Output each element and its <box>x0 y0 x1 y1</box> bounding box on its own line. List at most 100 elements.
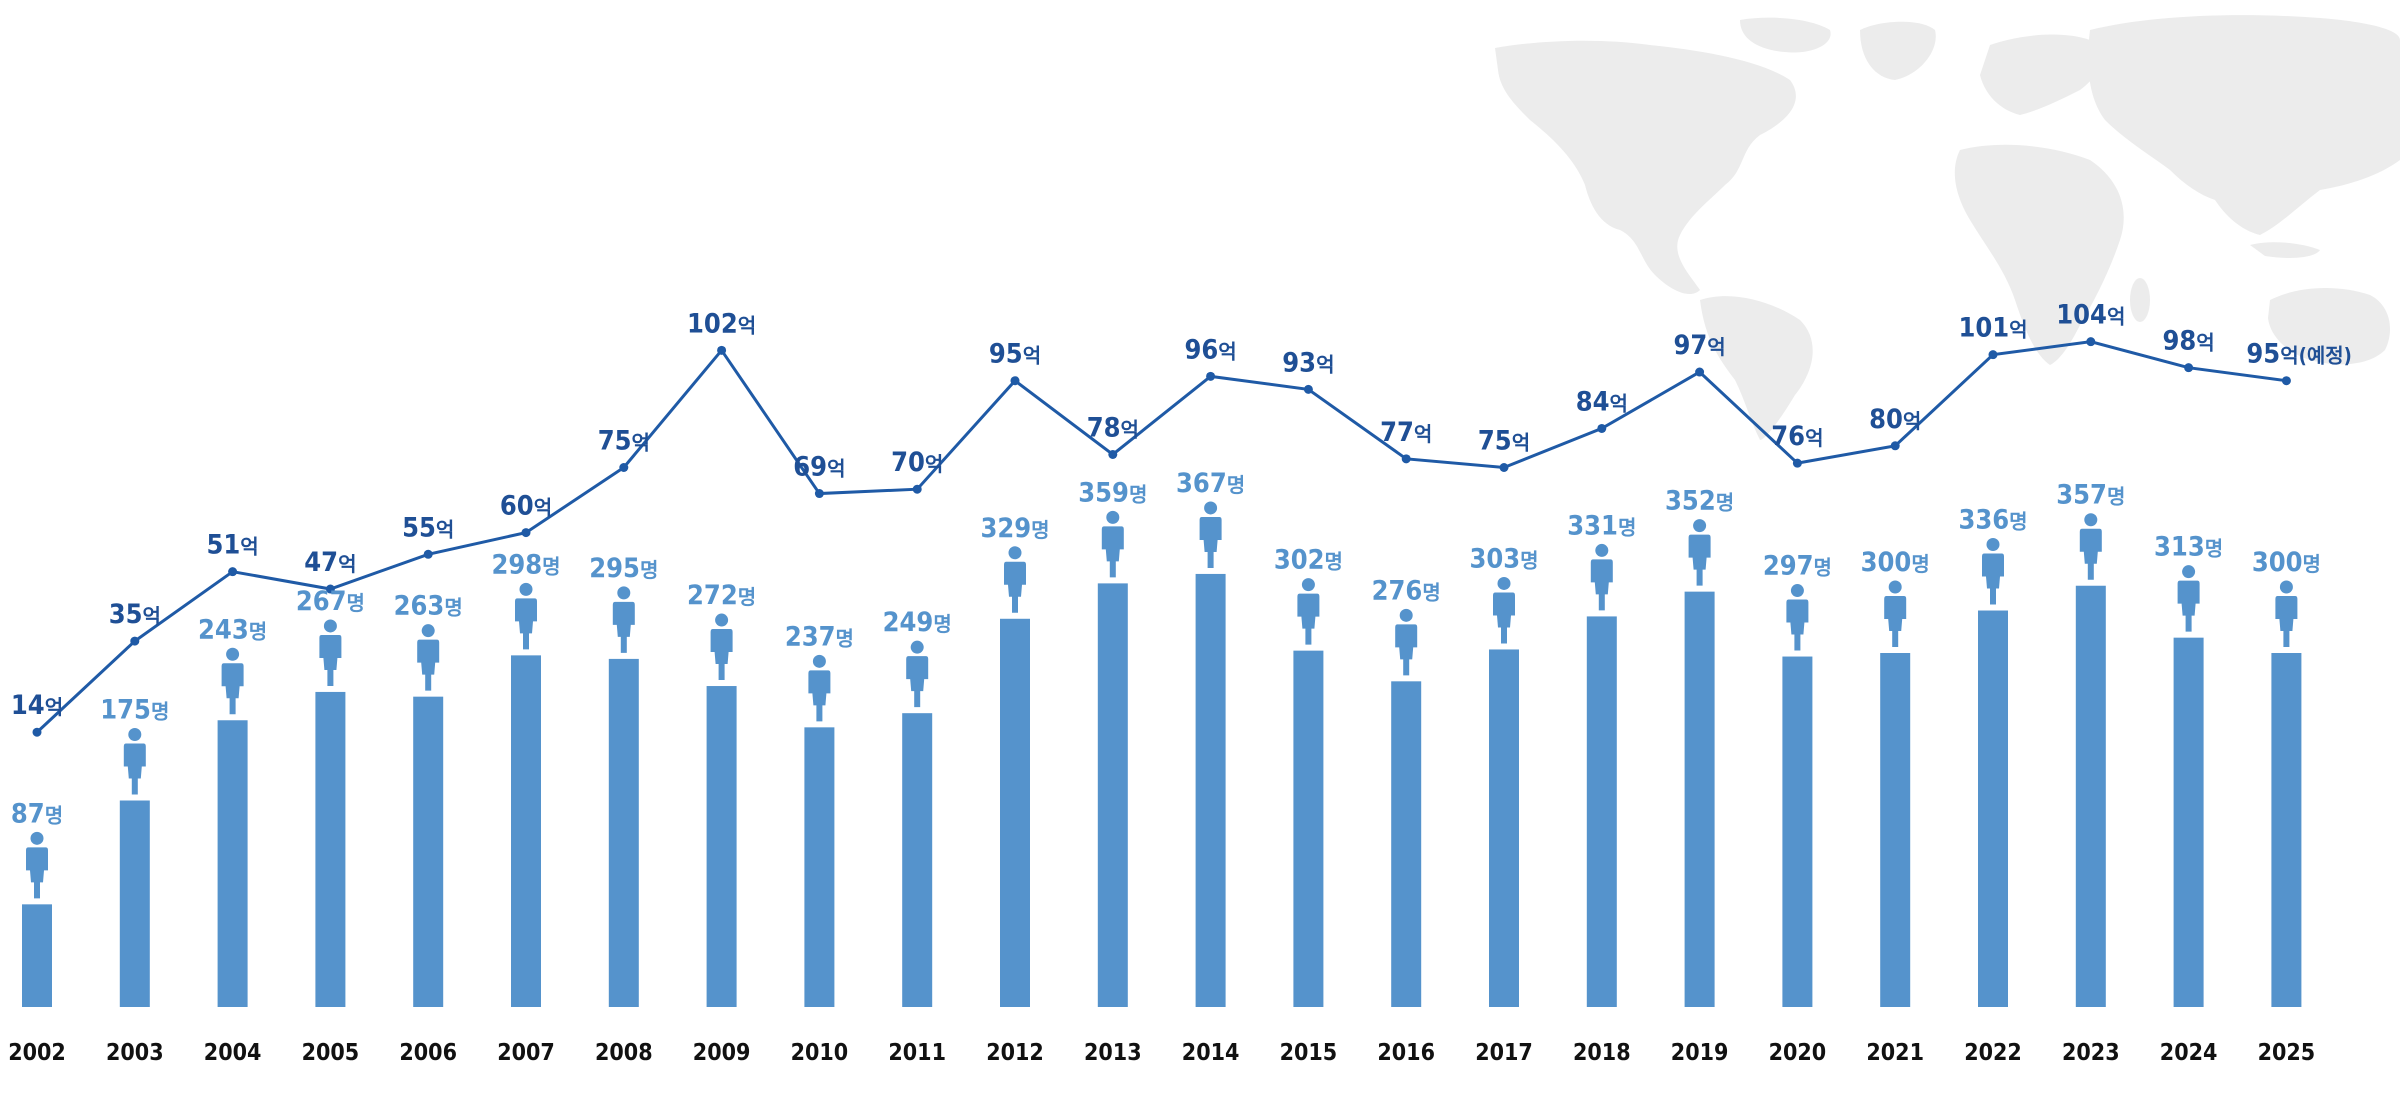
tick-2017: 2017 <box>1475 1040 1533 1066</box>
line-label-2013: 78억 <box>1087 412 1139 443</box>
line-label-2020: 76억 <box>1771 421 1823 452</box>
bar-2004 <box>217 720 248 1007</box>
tick-2018: 2018 <box>1573 1040 1631 1066</box>
bar-2010 <box>804 727 835 1007</box>
bar-2022 <box>1978 610 2008 1007</box>
line-point-2004 <box>228 567 238 577</box>
person-icon <box>1493 576 1515 644</box>
tick-2008: 2008 <box>595 1040 653 1066</box>
person-icon <box>1395 608 1418 676</box>
person-icon <box>1884 580 1907 647</box>
bar-label-2005: 267명 <box>296 586 365 617</box>
bar-label-2004: 243명 <box>198 614 267 645</box>
person-icon <box>1199 501 1222 568</box>
tick-2010: 2010 <box>791 1040 849 1066</box>
bar-2003 <box>119 800 150 1007</box>
line-point-2008 <box>619 463 629 472</box>
bar-2011 <box>902 713 933 1007</box>
bar-labels: 87명 175명 243명 267명 263명 298명 295명 272명 237명 249명 3… <box>11 468 2321 829</box>
tick-2014: 2014 <box>1182 1040 1240 1066</box>
line-label-2019: 97억 <box>1673 330 1725 361</box>
bar-2025 <box>2271 653 2302 1007</box>
tick-2003: 2003 <box>106 1040 164 1066</box>
line-point-2024 <box>2184 363 2194 373</box>
line-point-2017 <box>1499 463 1509 472</box>
tick-2023: 2023 <box>2062 1040 2120 1066</box>
line-point-2021 <box>1890 441 1900 451</box>
bar-2002 <box>22 904 52 1007</box>
line-point-2020 <box>1792 458 1802 468</box>
tick-2020: 2020 <box>1769 1040 1827 1066</box>
bar-2015 <box>1293 650 1324 1007</box>
bar-label-2002: 87명 <box>11 798 63 829</box>
bar-label-2015: 302명 <box>1274 545 1343 576</box>
person-icon <box>1004 546 1026 613</box>
line-label-2014: 96억 <box>1184 334 1236 365</box>
bar-2014 <box>1195 573 1226 1007</box>
tick-2009: 2009 <box>693 1040 751 1066</box>
bar-2017 <box>1489 649 1519 1007</box>
bar-label-2022: 336명 <box>1958 505 2027 536</box>
bar-2006 <box>413 696 444 1007</box>
line-point-2010 <box>814 489 824 499</box>
tick-2007: 2007 <box>497 1040 555 1066</box>
tick-2012: 2012 <box>986 1040 1044 1066</box>
line-label-2007: 60억 <box>500 491 552 522</box>
bar-2023 <box>2075 585 2106 1007</box>
tick-2022: 2022 <box>1964 1040 2022 1066</box>
line-label-2022: 101억 <box>1958 313 2027 344</box>
line-label-2010: 69억 <box>793 452 845 483</box>
bar-2020 <box>1782 656 1813 1007</box>
line-label-2015: 93억 <box>1282 347 1334 378</box>
line-label-2018: 84억 <box>1576 386 1628 417</box>
bar-2021 <box>1880 653 1911 1007</box>
bar-2018 <box>1586 616 1617 1007</box>
person-icon <box>417 624 440 691</box>
person-icon <box>26 831 48 899</box>
line-series <box>32 337 2291 737</box>
line-point-2011 <box>912 484 922 494</box>
person-icon <box>1688 519 1711 586</box>
bar-label-2023: 357명 <box>2056 480 2125 511</box>
tick-2025: 2025 <box>2258 1040 2316 1066</box>
person-icon <box>1101 510 1124 578</box>
person-icon <box>808 654 831 722</box>
x-axis-ticks: 2002 2003 2004 2005 2006 2007 2008 2009 2010 2011… <box>8 1040 2315 1066</box>
line-point-2006 <box>423 549 433 559</box>
bar-label-2021: 300명 <box>1861 547 1930 578</box>
person-icon <box>1297 578 1320 645</box>
bar-2007 <box>511 655 541 1007</box>
line-point-2013 <box>1108 449 1118 459</box>
bar-label-2011: 249명 <box>883 607 952 638</box>
bar-series <box>22 573 2302 1007</box>
line-label-2008: 75억 <box>598 426 650 457</box>
line-point-2022 <box>1988 350 1998 360</box>
tick-2006: 2006 <box>399 1040 457 1066</box>
bar-label-2006: 263명 <box>394 591 463 622</box>
line-point-2009 <box>717 345 727 355</box>
bar-label-2017: 303명 <box>1469 543 1538 574</box>
amount-line <box>35 340 2287 734</box>
bar-label-2020: 297명 <box>1763 551 1832 582</box>
line-label-2025: 95억(예정) <box>2246 339 2351 370</box>
person-icon <box>710 613 733 681</box>
tick-2013: 2013 <box>1084 1040 1142 1066</box>
line-label-2011: 70억 <box>891 447 943 478</box>
line-point-2018 <box>1597 423 1607 433</box>
bar-label-2014: 367명 <box>1176 468 1245 499</box>
tick-2024: 2024 <box>2160 1040 2218 1066</box>
bar-label-2007: 298명 <box>491 549 560 580</box>
world-map-background <box>1495 15 2400 440</box>
line-label-2023: 104억 <box>2056 300 2125 331</box>
line-label-2003: 35억 <box>109 599 161 630</box>
person-icon <box>319 619 342 686</box>
bar-label-2024: 313명 <box>2154 532 2223 563</box>
line-label-2017: 75억 <box>1478 426 1530 457</box>
line-point-2025 <box>2281 376 2291 386</box>
person-icon <box>906 640 929 708</box>
line-label-2012: 95억 <box>989 339 1041 370</box>
line-point-2014 <box>1206 371 1216 381</box>
line-point-2007 <box>521 528 531 538</box>
bar-2019 <box>1684 591 1715 1007</box>
line-point-2015 <box>1303 384 1313 394</box>
